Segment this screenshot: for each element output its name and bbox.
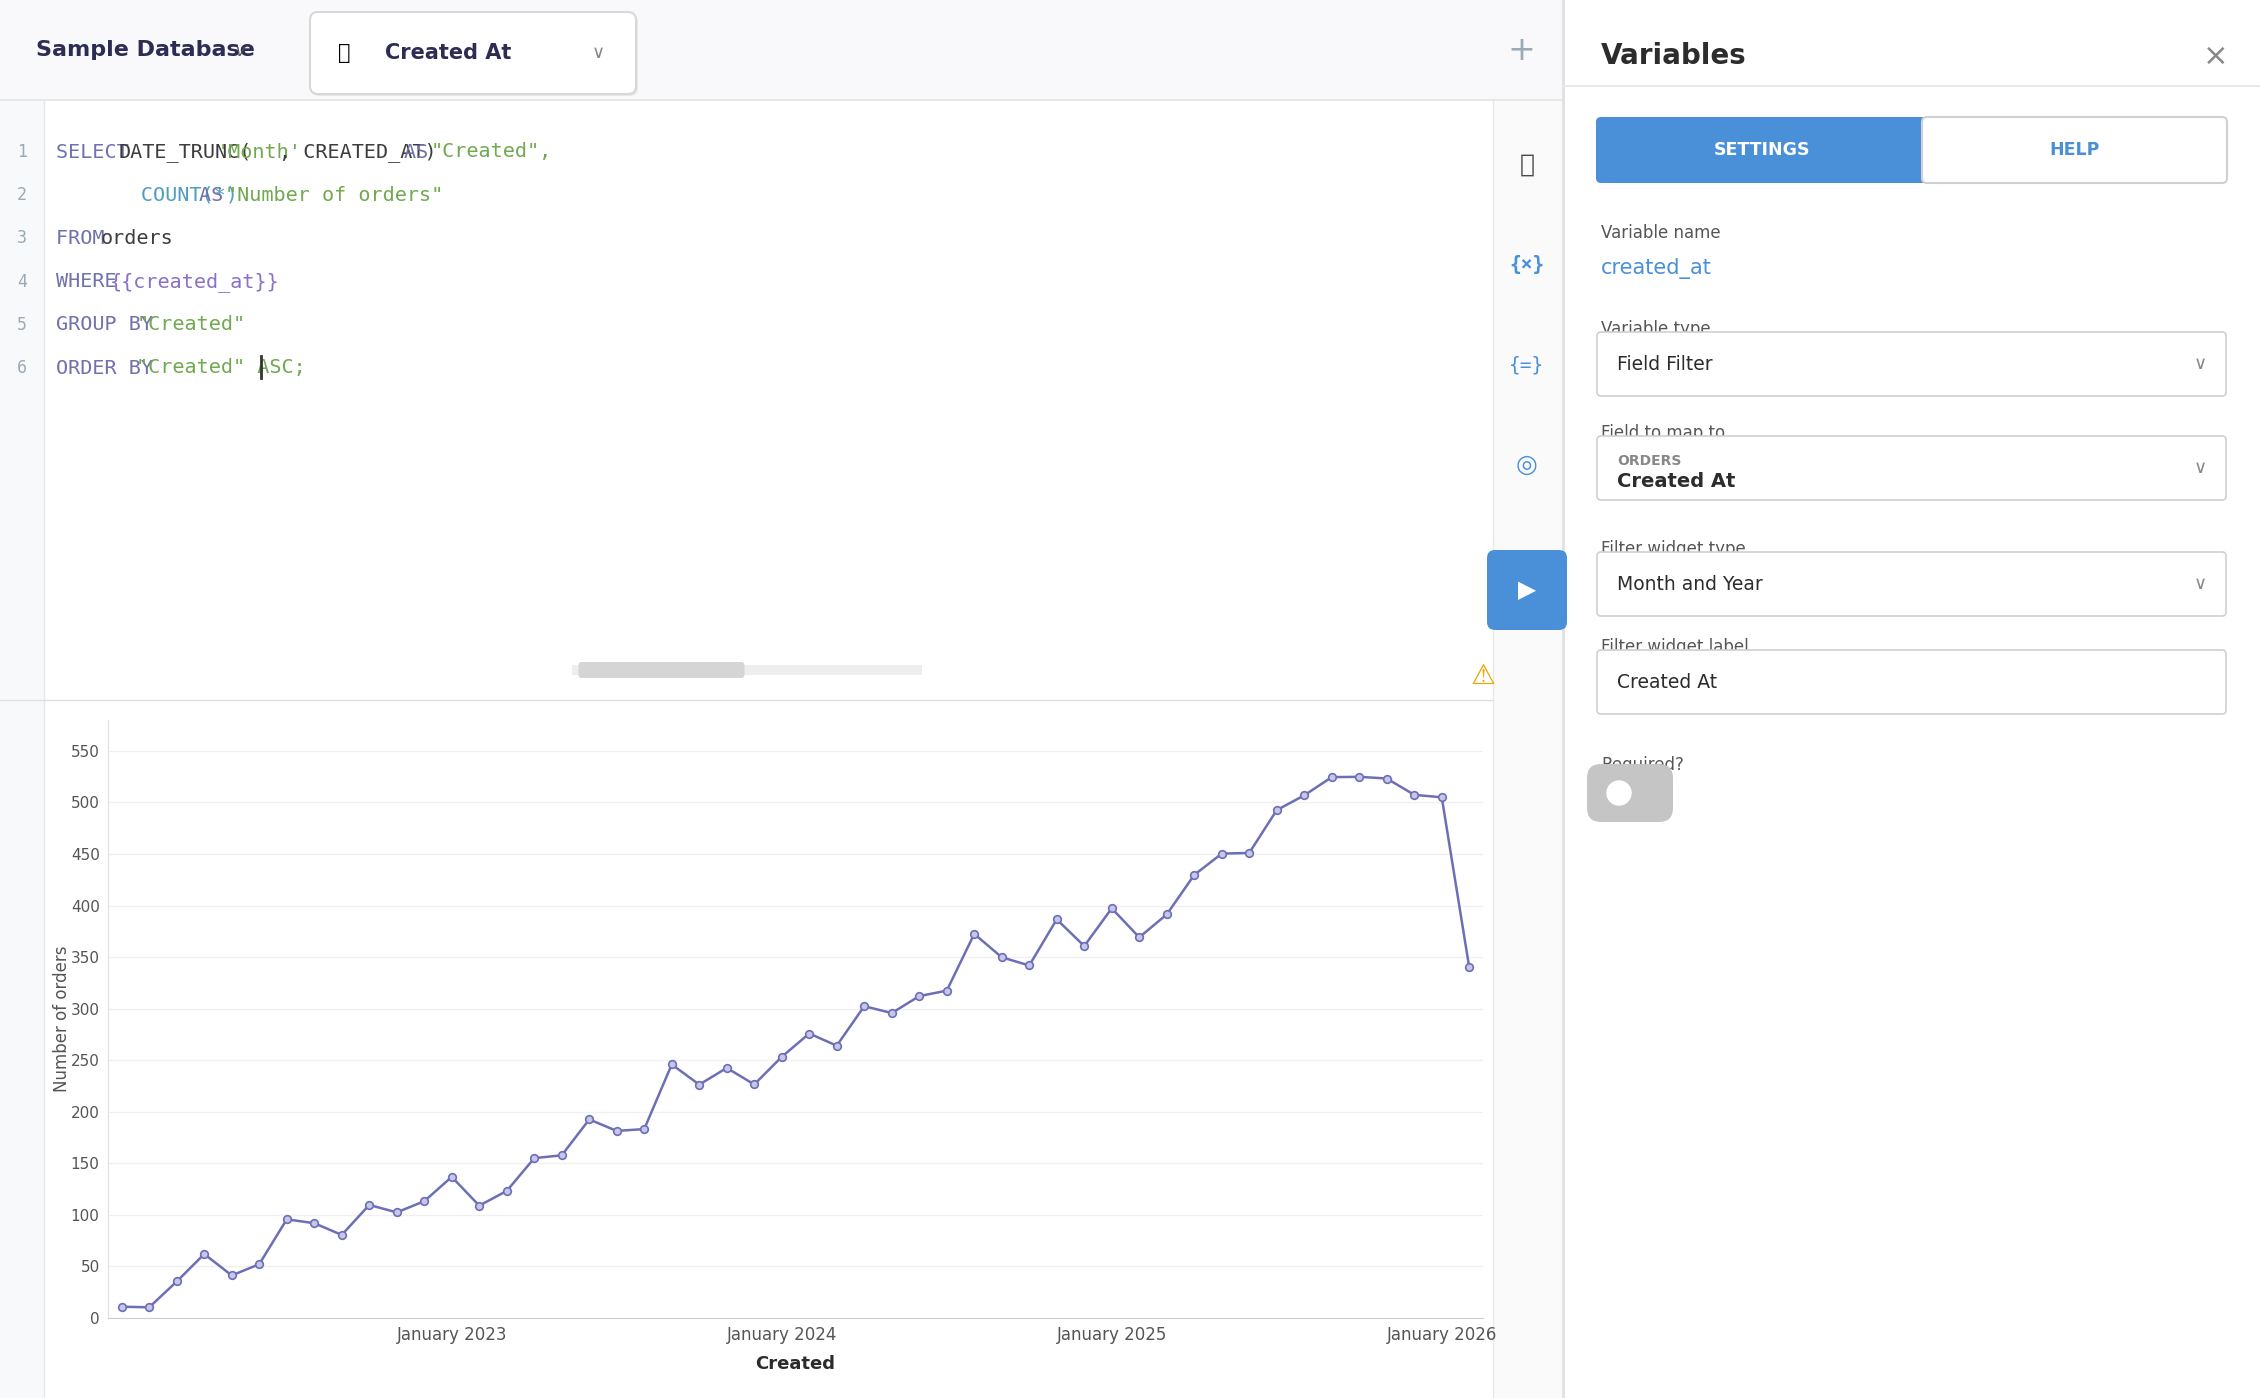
Text: 3: 3: [18, 229, 27, 247]
Text: ∨: ∨: [592, 43, 606, 62]
Text: Variables: Variables: [1600, 42, 1747, 70]
Text: {=}: {=}: [1510, 355, 1544, 375]
Text: 4: 4: [18, 273, 27, 291]
Text: Field to map to: Field to map to: [1600, 424, 1724, 442]
Text: Filter widget type: Filter widget type: [1600, 540, 1745, 558]
FancyBboxPatch shape: [1598, 331, 2226, 396]
Text: AS: AS: [199, 186, 235, 204]
Text: WHERE: WHERE: [56, 273, 129, 291]
Bar: [0, 0, 1564, 1398]
Text: ∨: ∨: [2194, 575, 2206, 593]
Text: Field Filter: Field Filter: [1616, 355, 1713, 373]
Text: Required?: Required?: [1600, 756, 1684, 774]
Text: 2: 2: [18, 186, 27, 204]
Text: orders: orders: [102, 229, 174, 247]
Bar: [0, 0, 1564, 101]
Text: {×}: {×}: [1510, 256, 1544, 274]
Bar: [0, 101, 43, 1398]
Text: +: +: [1507, 34, 1535, 67]
FancyBboxPatch shape: [312, 14, 637, 96]
Text: COUNT(*): COUNT(*): [56, 186, 251, 204]
Text: ∨: ∨: [2194, 459, 2206, 477]
Text: 📅: 📅: [337, 43, 350, 63]
Bar: [1564, 0, 2260, 1398]
Text: ORDERS: ORDERS: [1616, 454, 1681, 468]
Text: "Created": "Created": [136, 316, 246, 334]
Y-axis label: Number of orders: Number of orders: [54, 946, 72, 1092]
Bar: [572, 665, 922, 675]
Text: Month and Year: Month and Year: [1616, 575, 1763, 594]
Text: Created At: Created At: [1616, 473, 1736, 491]
FancyBboxPatch shape: [1596, 117, 1928, 183]
FancyBboxPatch shape: [1598, 552, 2226, 617]
Text: ⚠: ⚠: [1471, 663, 1496, 691]
Text: Created At: Created At: [1616, 672, 1718, 692]
Text: ◎: ◎: [1516, 453, 1539, 477]
Text: Created At: Created At: [384, 43, 511, 63]
Text: "Created" ASC;: "Created" ASC;: [136, 358, 305, 377]
Text: ∨: ∨: [2194, 355, 2206, 373]
Text: DATE_TRUNC(: DATE_TRUNC(: [118, 143, 251, 162]
FancyBboxPatch shape: [1598, 436, 2226, 500]
Text: , CREATED_AT): , CREATED_AT): [278, 143, 450, 162]
Text: "Number of orders": "Number of orders": [226, 186, 443, 204]
Text: Variable type: Variable type: [1600, 320, 1711, 338]
Text: ×: ×: [2204, 42, 2228, 70]
FancyBboxPatch shape: [310, 13, 635, 94]
Text: ORDER BY: ORDER BY: [56, 358, 165, 377]
Text: v: v: [235, 45, 244, 60]
Bar: [1494, 101, 1564, 1398]
Text: 📖: 📖: [1519, 152, 1535, 178]
Text: SETTINGS: SETTINGS: [1713, 141, 1810, 159]
Text: FROM: FROM: [56, 229, 118, 247]
FancyBboxPatch shape: [1587, 763, 1672, 822]
Text: "Created",: "Created",: [432, 143, 551, 162]
Text: GROUP BY: GROUP BY: [56, 316, 165, 334]
FancyBboxPatch shape: [1921, 117, 2226, 183]
Text: Filter widget label: Filter widget label: [1600, 637, 1749, 656]
X-axis label: Created: Created: [755, 1356, 836, 1373]
FancyBboxPatch shape: [1598, 650, 2226, 714]
Text: 5: 5: [18, 316, 27, 334]
Text: 1: 1: [18, 143, 27, 161]
Bar: [43, 101, 1494, 1398]
Text: SELECT: SELECT: [56, 143, 140, 162]
Text: ▶: ▶: [1519, 577, 1537, 603]
FancyBboxPatch shape: [579, 663, 744, 678]
Text: Sample Database: Sample Database: [36, 41, 255, 60]
Text: {{created_at}}: {{created_at}}: [108, 271, 280, 292]
Text: 6: 6: [18, 359, 27, 377]
Text: Variable name: Variable name: [1600, 224, 1720, 242]
Text: HELP: HELP: [2050, 141, 2100, 159]
Text: AS: AS: [405, 143, 441, 162]
Circle shape: [1607, 781, 1632, 805]
Text: 'Month': 'Month': [217, 143, 301, 162]
Text: created_at: created_at: [1600, 259, 1711, 280]
FancyBboxPatch shape: [1487, 549, 1566, 630]
